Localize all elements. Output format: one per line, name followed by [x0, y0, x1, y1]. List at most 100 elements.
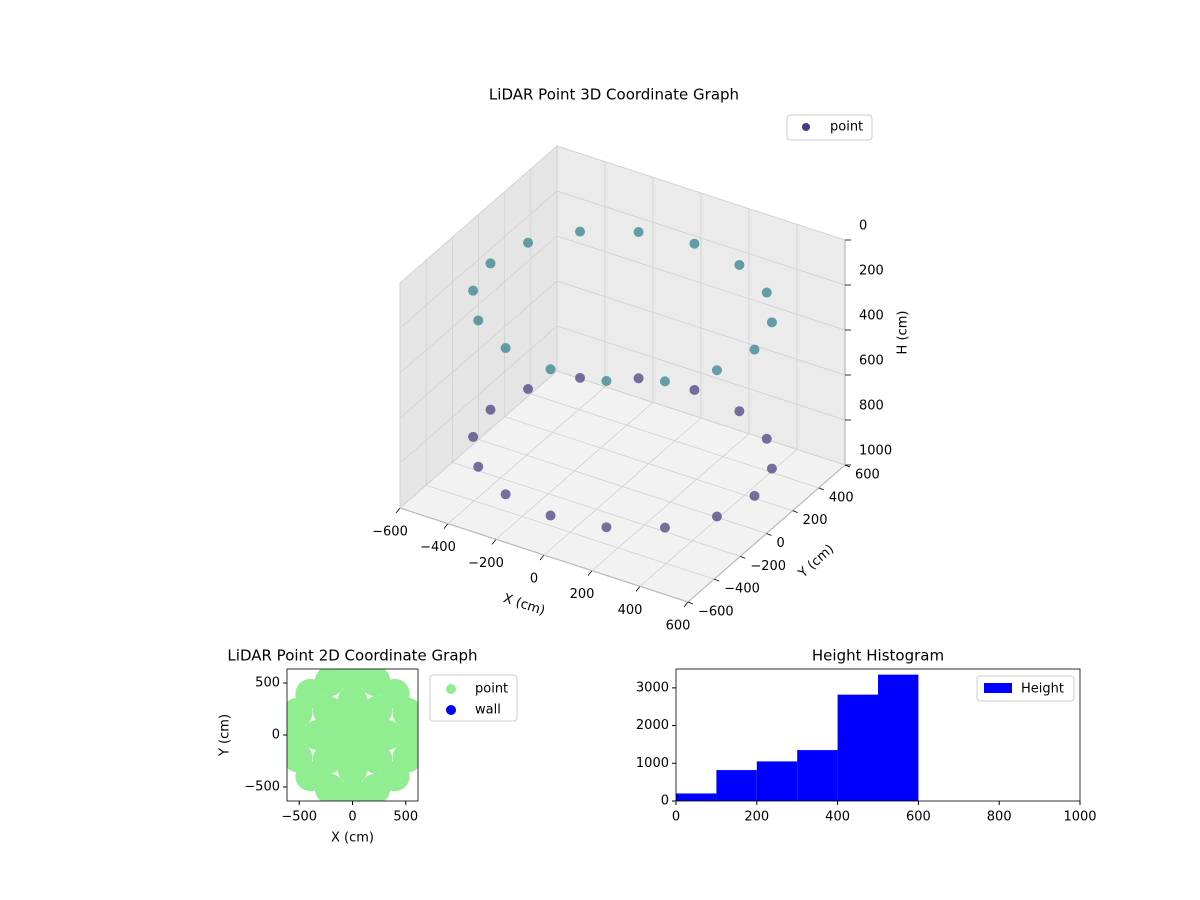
point	[545, 510, 556, 521]
legend-label: Height	[1021, 682, 1064, 697]
grid-line	[556, 370, 846, 466]
point	[766, 317, 777, 328]
grid-line	[452, 461, 741, 557]
legend-label: wall	[475, 703, 501, 718]
point	[314, 773, 345, 801]
point	[337, 778, 368, 801]
grid-line	[399, 190, 558, 329]
point	[473, 461, 484, 472]
z-tick-label: 800	[859, 399, 884, 414]
grid-line	[399, 370, 558, 509]
point	[633, 227, 644, 238]
bar	[756, 761, 798, 801]
point	[337, 754, 368, 785]
point	[633, 373, 644, 384]
y-tick-label: −600	[698, 605, 734, 620]
z-tick-label: 1000	[859, 444, 892, 459]
chart-title: Height Histogram	[812, 647, 944, 665]
point	[397, 720, 418, 750]
tick-mark	[395, 507, 401, 514]
point	[689, 238, 700, 249]
point	[711, 511, 722, 522]
legend-box	[429, 674, 518, 722]
y-tick-label: −200	[750, 559, 786, 574]
tick-mark	[766, 533, 772, 536]
point	[500, 489, 511, 500]
z-tick-label: 0	[859, 219, 867, 234]
z-tick-label: 400	[859, 309, 884, 324]
tick-mark	[635, 586, 641, 592]
point	[473, 315, 484, 326]
tick-mark	[714, 578, 720, 582]
x-tick-label: 500	[393, 810, 418, 825]
y-tick-label: 3000	[636, 680, 669, 695]
chart-title: LiDAR Point 2D Coordinate Graph	[227, 647, 477, 665]
tick-mark	[587, 570, 593, 576]
tick-mark	[792, 510, 798, 514]
tick-mark	[818, 487, 824, 491]
x-axis-label: X (cm)	[331, 831, 374, 846]
point	[500, 343, 511, 354]
point	[761, 433, 772, 444]
point	[287, 720, 308, 750]
x-tick-label: −400	[420, 540, 456, 555]
point	[337, 669, 368, 692]
legend-label: point	[475, 682, 508, 697]
point	[302, 720, 333, 750]
y-tick-label: 500	[255, 676, 280, 691]
x-tick-label: 600	[906, 810, 931, 825]
y-tick-label: 2000	[636, 718, 669, 733]
tick-mark	[740, 555, 746, 559]
point	[372, 720, 403, 750]
y-tick-label: 200	[803, 513, 828, 528]
grid-line	[504, 416, 793, 512]
x-tick-label: 0	[672, 810, 680, 825]
chart-title: LiDAR Point 3D Coordinate Graph	[489, 86, 739, 104]
tick-mark	[443, 523, 449, 529]
bar	[676, 793, 717, 801]
grid-line	[399, 145, 558, 284]
point	[392, 742, 418, 773]
y-tick-label: 0	[272, 728, 280, 743]
y-axis-label: Y (cm)	[795, 542, 837, 582]
point	[766, 463, 777, 474]
legend-box	[786, 114, 873, 141]
point	[734, 406, 745, 417]
y-axis-label: Y (cm)	[218, 714, 233, 757]
point	[601, 375, 612, 386]
grid-line	[399, 280, 558, 419]
y-tick-label: −400	[724, 582, 760, 597]
legend-marker	[446, 684, 456, 694]
x-tick-label: 400	[618, 603, 643, 618]
tick-mark	[491, 539, 497, 545]
x-tick-label: 200	[570, 587, 595, 602]
grid-line	[399, 235, 558, 374]
point	[659, 522, 670, 533]
x-tick-label: 0	[348, 810, 356, 825]
grid-line	[556, 280, 846, 376]
z-tick-label: 600	[859, 354, 884, 369]
bar	[878, 674, 919, 801]
x-tick-label: 600	[666, 619, 691, 634]
tick-mark	[687, 601, 694, 605]
plot-area	[287, 669, 418, 801]
grid-line	[556, 145, 846, 241]
axes-frame	[675, 668, 1081, 802]
grid-line	[426, 484, 715, 580]
z-tick-label: 200	[859, 264, 884, 279]
legend-box	[976, 675, 1075, 702]
point	[523, 237, 534, 248]
x-tick-label: 800	[987, 810, 1012, 825]
point	[575, 372, 586, 383]
y-tick-label: 600	[855, 468, 880, 483]
x-tick-label: −600	[372, 525, 408, 540]
point	[523, 383, 534, 394]
bar	[837, 694, 878, 801]
y-tick-label: 0	[777, 536, 785, 551]
point	[337, 685, 368, 716]
point	[360, 669, 391, 697]
legend-marker	[802, 123, 810, 131]
grid-line	[399, 325, 558, 464]
grid-line	[399, 507, 689, 603]
x-tick-label: −200	[468, 556, 504, 571]
